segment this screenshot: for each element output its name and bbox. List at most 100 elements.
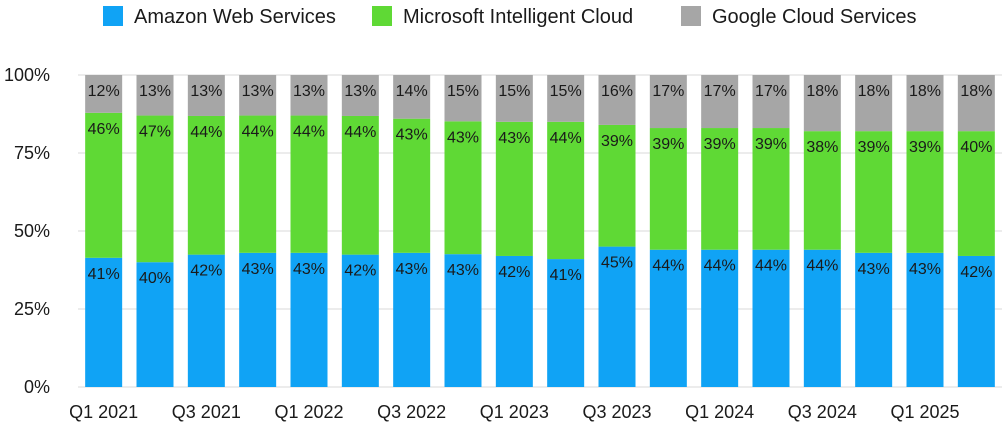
data-label-google: 13%	[190, 83, 222, 100]
bar-segment-microsoft	[187, 115, 225, 255]
data-label-google: 15%	[550, 83, 582, 100]
y-tick-label: 75%	[14, 143, 50, 163]
data-label-microsoft: 39%	[858, 139, 890, 156]
data-label-aws: 45%	[601, 255, 633, 272]
x-tick-label: Q3 2021	[172, 402, 241, 422]
bar-segment-google	[444, 75, 482, 122]
bar-segment-aws	[649, 249, 687, 387]
data-label-google: 13%	[344, 83, 376, 100]
bar-segment-google	[136, 75, 174, 116]
bar-segment-google	[85, 75, 123, 113]
x-tick-label: Q3 2024	[788, 402, 857, 422]
data-label-microsoft: 40%	[960, 139, 992, 156]
data-label-aws: 42%	[960, 264, 992, 281]
bar-segment-google	[187, 75, 225, 116]
data-label-aws: 43%	[858, 261, 890, 278]
data-label-google: 17%	[755, 83, 787, 100]
data-label-google: 15%	[498, 83, 530, 100]
bar-segment-microsoft	[649, 128, 687, 250]
data-label-microsoft: 44%	[550, 130, 582, 147]
data-label-microsoft: 44%	[293, 124, 325, 141]
bar-segment-google	[495, 75, 533, 122]
data-label-microsoft: 46%	[88, 121, 120, 138]
legend-label-1: Amazon Web Services	[134, 6, 336, 28]
legend-label-3: Google Cloud Services	[712, 6, 917, 28]
bar-segment-google	[855, 75, 893, 132]
data-label-google: 17%	[652, 83, 684, 100]
data-label-aws: 42%	[498, 264, 530, 281]
data-label-microsoft: 38%	[806, 139, 838, 156]
bar-segment-microsoft	[855, 131, 893, 253]
data-label-google: 17%	[704, 83, 736, 100]
x-tick-label: Q3 2023	[582, 402, 651, 422]
data-label-aws: 43%	[293, 261, 325, 278]
x-tick-label: Q1 2021	[69, 402, 138, 422]
y-tick-label: 25%	[14, 299, 50, 319]
bar-segment-aws	[752, 249, 790, 387]
bar-segment-aws	[495, 255, 533, 387]
bar-segment-microsoft	[341, 115, 379, 255]
data-label-microsoft: 43%	[498, 130, 530, 147]
data-label-google: 18%	[806, 83, 838, 100]
data-label-aws: 40%	[139, 270, 171, 287]
data-label-microsoft: 39%	[909, 139, 941, 156]
bar-segment-aws	[85, 257, 123, 387]
data-label-microsoft: 39%	[704, 136, 736, 153]
data-label-microsoft: 44%	[190, 124, 222, 141]
data-label-google: 18%	[909, 83, 941, 100]
data-label-aws: 43%	[242, 261, 274, 278]
bar-segment-aws	[393, 252, 431, 387]
bar-segment-microsoft	[136, 115, 174, 263]
bar-segment-aws	[701, 249, 739, 387]
bar-segment-microsoft	[393, 118, 431, 253]
bar-segment-microsoft	[495, 121, 533, 256]
data-label-google: 18%	[858, 83, 890, 100]
data-label-aws: 42%	[344, 263, 376, 280]
legend-swatch-2	[372, 6, 392, 26]
bar-segment-aws	[239, 252, 277, 387]
data-label-google: 13%	[139, 83, 171, 100]
legend-label-2: Microsoft Intelligent Cloud	[403, 6, 633, 28]
data-label-google: 16%	[601, 83, 633, 100]
bar-segment-microsoft	[752, 128, 790, 250]
data-label-aws: 44%	[704, 258, 736, 275]
x-axis: Q1 2021 Q3 2021 Q1 2022 Q3 2022 Q1 2023 Q3 20…	[69, 402, 959, 422]
bar-segment-google	[701, 75, 739, 129]
x-tick-label: Q1 2025	[890, 402, 959, 422]
data-label-microsoft: 43%	[447, 129, 479, 146]
data-label-microsoft: 39%	[755, 136, 787, 153]
bar-segment-aws	[855, 252, 893, 387]
data-label-google: 13%	[242, 83, 274, 100]
bar-segment-google	[598, 75, 636, 125]
bar-segment-google	[547, 75, 585, 122]
bar-segment-microsoft	[444, 121, 482, 255]
x-tick-label: Q1 2023	[480, 402, 549, 422]
bar-segment-google	[239, 75, 277, 116]
data-label-microsoft: 44%	[242, 124, 274, 141]
bar-segment-aws	[803, 249, 841, 387]
y-tick-label: 50%	[14, 221, 50, 241]
y-tick-label: 0%	[24, 377, 50, 397]
x-tick-label: Q1 2024	[685, 402, 754, 422]
bar-segment-microsoft	[598, 124, 636, 247]
bar-segment-google	[957, 75, 995, 132]
data-label-google: 15%	[447, 83, 479, 100]
bar-segment-google	[752, 75, 790, 129]
legend: Amazon Web Services Microsoft Intelligent…	[103, 6, 917, 28]
bar-segment-microsoft	[239, 115, 277, 253]
data-label-microsoft: 39%	[652, 136, 684, 153]
data-label-google: 12%	[88, 83, 120, 100]
data-label-microsoft: 44%	[344, 124, 376, 141]
bar-segment-google	[290, 75, 328, 116]
data-label-aws: 44%	[755, 258, 787, 275]
bar-segment-aws	[290, 252, 328, 387]
bar-segment-google	[393, 75, 431, 119]
gridlines	[78, 74, 1002, 388]
data-label-google: 13%	[293, 83, 325, 100]
bar-segment-aws	[341, 254, 379, 387]
legend-swatch-1	[103, 6, 123, 26]
y-axis: 0% 25% 50% 75% 100%	[4, 65, 50, 397]
data-label-aws: 44%	[652, 258, 684, 275]
y-tick-label: 100%	[4, 65, 50, 85]
bar-segment-microsoft	[290, 115, 328, 253]
